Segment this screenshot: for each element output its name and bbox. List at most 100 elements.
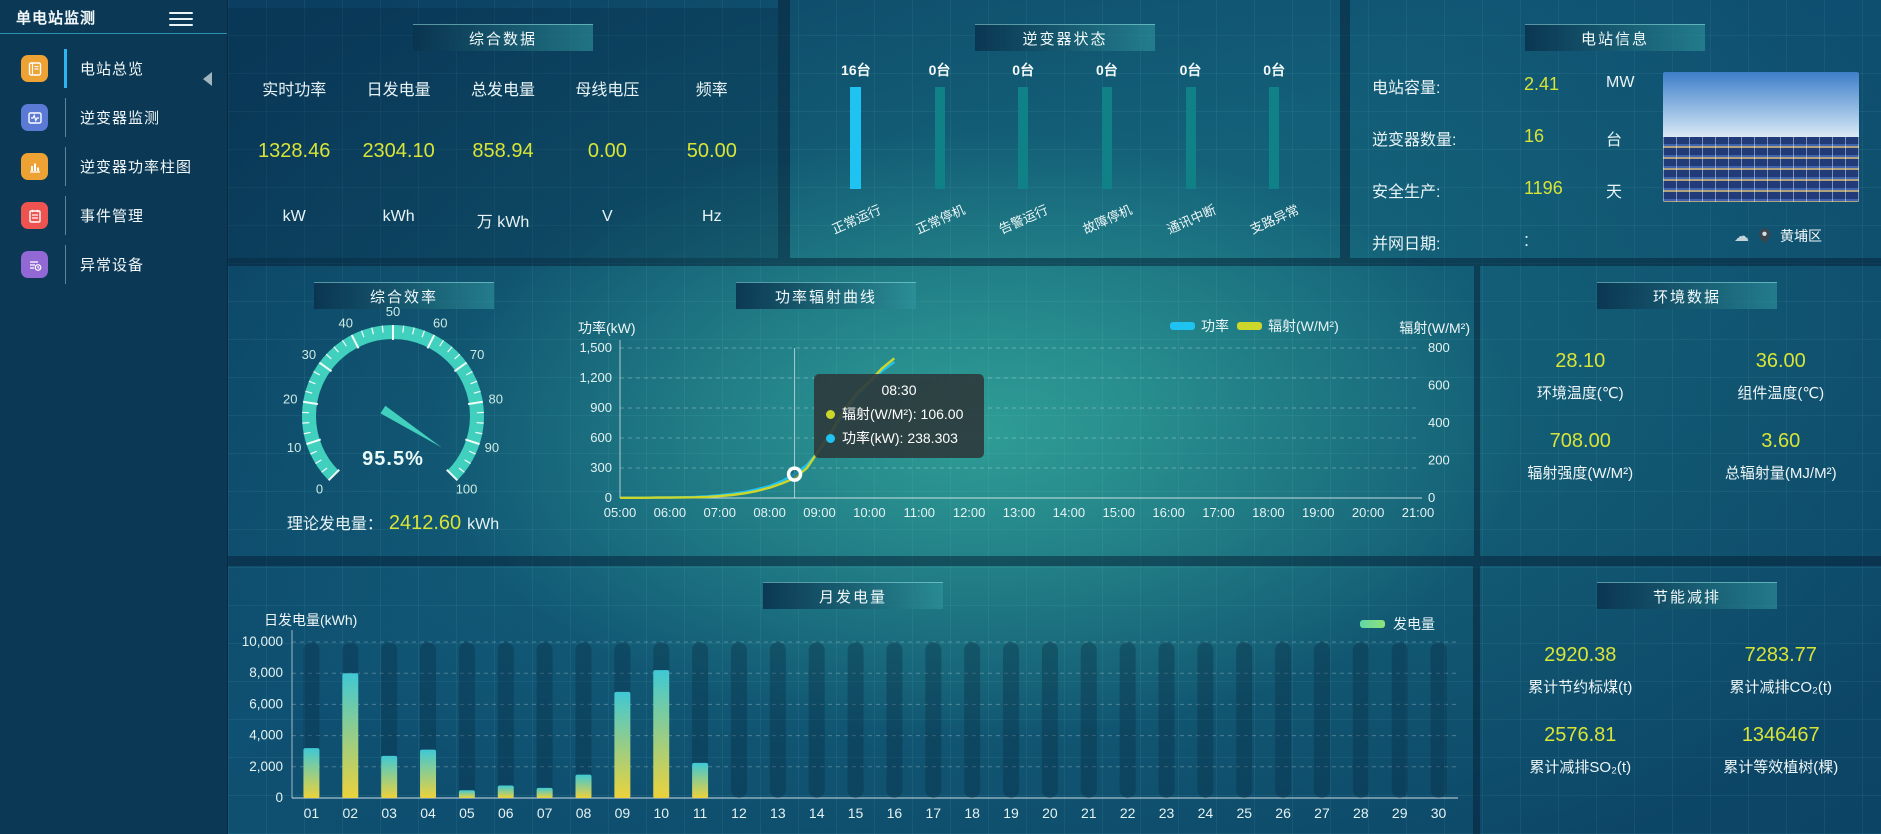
save-so2: 2576.81 累计减排SO₂(t) (1480, 712, 1681, 792)
station-row-capacity: 电站容量: 2.41 MW (1372, 74, 1666, 98)
metric-unit: kWh (382, 208, 415, 225)
panel-title: 综合效率 (314, 282, 494, 309)
savings-panel: 节能减排 2920.38 累计节约标煤(t) 7283.77 累计减排CO₂(t) … (1480, 566, 1881, 834)
legend-item-power[interactable]: 功率 (1170, 316, 1229, 336)
save-label: 累计等效植树(棵) (1723, 759, 1839, 776)
status-bar (850, 87, 862, 189)
summary-labels: 实时功率 日发电量 总发电量 母线电压 频率 (242, 76, 764, 100)
env-label: 总辐射量(MJ/M²) (1724, 465, 1837, 482)
svg-text:08: 08 (576, 805, 592, 821)
station-value: 1196 (1524, 178, 1563, 198)
svg-text:30: 30 (1431, 805, 1447, 821)
svg-text:60: 60 (433, 315, 447, 330)
status-bar (1101, 87, 1112, 189)
sidebar-collapse-arrow[interactable] (203, 72, 212, 86)
status-col-normal-stop: 0台 正常停机 (898, 60, 982, 237)
status-count: 0台 (928, 62, 951, 78)
inverter-monitor-icon (21, 104, 48, 131)
metric-value: 0.00 (587, 140, 627, 162)
panel-title-text: 功率辐射曲线 (774, 288, 877, 306)
sidebar-item-station-overview[interactable]: 电站总览 (0, 44, 227, 93)
svg-text:18: 18 (964, 805, 980, 821)
tooltip-time: 08:30 (881, 382, 917, 398)
sidebar-item-label: 异常设备 (80, 257, 145, 274)
panel-gap (1340, 0, 1350, 258)
svg-text:13:00: 13:00 (1003, 505, 1036, 520)
svg-text:07: 07 (537, 805, 553, 821)
panel-title-text: 节能减排 (1652, 588, 1721, 606)
station-value: 16 (1524, 126, 1545, 146)
item-divider (65, 98, 66, 137)
status-label: 支路异常 (1247, 201, 1302, 237)
svg-text:09: 09 (615, 805, 631, 821)
location-pin-icon (1758, 228, 1771, 244)
svg-text:13: 13 (770, 805, 786, 821)
sidebar-item-event-management[interactable]: 事件管理 (0, 191, 227, 240)
panel-title: 功率辐射曲线 (736, 282, 916, 309)
tooltip-text: 辐射(W/M²): 106.00 (842, 406, 964, 422)
efficiency-panel: 综合效率 0 10 20 30 40 50 60 70 80 90 100 95.5% 理论发电量：… (228, 266, 558, 556)
sidebar-item-label: 电站总览 (80, 61, 145, 78)
svg-text:0: 0 (275, 790, 283, 805)
station-unit (1606, 230, 1666, 254)
status-col-branch-abnormal: 0台 支路异常 (1232, 60, 1316, 237)
panel-gap (778, 0, 790, 258)
active-indicator (64, 49, 67, 88)
svg-text:80: 80 (488, 392, 502, 407)
environment-grid: 28.10 环境温度(℃) 36.00 组件温度(℃) 708.00 辐射强度(W/M… (1480, 338, 1881, 498)
save-value: 2920.38 (1544, 644, 1617, 666)
inverter-status-chart: 16台 正常运行 0台 正常停机 0台 告警运行 0台 故障停机 0台 (814, 60, 1316, 237)
sidebar-item-label: 事件管理 (80, 208, 145, 225)
station-row-grid-date: 并网日期: : (1372, 230, 1666, 254)
summary-panel: 综合数据 实时功率 日发电量 总发电量 母线电压 频率 1328.46 2304… (228, 8, 778, 258)
svg-text:01: 01 (304, 805, 320, 821)
overview-doc-icon (21, 55, 48, 82)
line-legend: 功率 辐射(W/M²) (1170, 316, 1339, 336)
station-row-inverter-count: 逆变器数量: 16 台 (1372, 126, 1666, 150)
sidebar-item-abnormal-devices[interactable]: 异常设备 (0, 240, 227, 289)
footer-unit: kWh (467, 516, 500, 533)
footer-label: 理论发电量： (286, 516, 383, 533)
station-row-safe-days: 安全生产: 1196 天 (1372, 178, 1666, 202)
metric-label: 总发电量 (470, 82, 535, 99)
status-count: 0台 (1263, 62, 1286, 78)
svg-text:600: 600 (1428, 378, 1450, 393)
panel-title-text: 综合数据 (468, 30, 537, 48)
power-radiation-panel: 功率辐射曲线 功率(kW) 辐射(W/M²) 功率 辐射(W/M²) 0 300 6… (558, 266, 1478, 556)
save-co2: 7283.77 累计减排CO₂(t) (1681, 632, 1881, 712)
save-label: 累计减排SO₂(t) (1529, 759, 1632, 776)
status-label: 故障停机 (1080, 201, 1135, 237)
svg-text:16:00: 16:00 (1152, 505, 1185, 520)
sidebar-item-inverter-monitor[interactable]: 逆变器监测 (0, 93, 227, 142)
sidebar-header: 单电站监测 (0, 0, 227, 34)
panel-title: 逆变器状态 (975, 24, 1155, 51)
svg-text:25: 25 (1236, 805, 1252, 821)
svg-text:09:00: 09:00 (803, 505, 836, 520)
svg-text:90: 90 (485, 440, 499, 455)
save-trees: 1346467 累计等效植树(棵) (1681, 712, 1881, 792)
item-divider (65, 196, 66, 235)
svg-text:10: 10 (653, 805, 669, 821)
panel-title-text: 月发电量 (818, 588, 887, 606)
save-value: 2576.81 (1544, 724, 1617, 746)
svg-text:28: 28 (1353, 805, 1369, 821)
metric-label: 频率 (695, 82, 728, 99)
station-unit: 天 (1606, 184, 1623, 201)
svg-text:15:00: 15:00 (1102, 505, 1135, 520)
bar-legend[interactable]: 发电量 (1360, 614, 1435, 634)
svg-text:04: 04 (420, 805, 436, 821)
status-col-fault-stop: 0台 故障停机 (1065, 60, 1149, 237)
metric-unit: Hz (702, 208, 722, 225)
status-bar (934, 87, 945, 189)
station-unit: 台 (1606, 132, 1623, 149)
district-label: 黄埔区 (1780, 228, 1822, 244)
legend-item-radiation[interactable]: 辐射(W/M²) (1237, 316, 1339, 336)
panel-gap (1474, 266, 1480, 556)
sidebar-item-inverter-power-bars[interactable]: 逆变器功率柱图 (0, 142, 227, 191)
env-ambient-temp: 28.10 环境温度(℃) (1480, 338, 1681, 418)
svg-text:100: 100 (456, 482, 478, 497)
svg-text:06:00: 06:00 (654, 505, 687, 520)
menu-toggle-icon[interactable] (169, 8, 193, 30)
svg-text:10:00: 10:00 (853, 505, 886, 520)
station-label: 电站容量: (1372, 80, 1441, 97)
